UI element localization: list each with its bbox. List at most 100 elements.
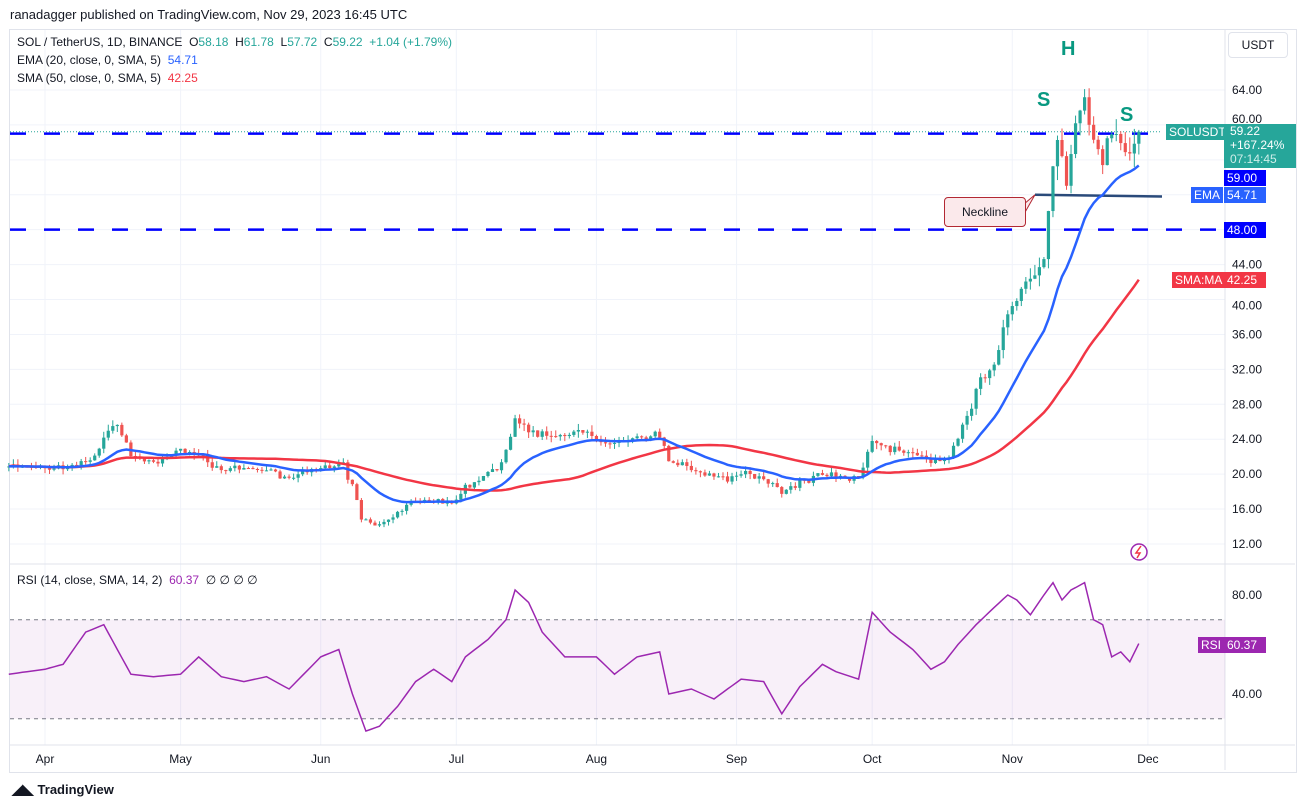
candle: [102, 437, 106, 449]
candle: [997, 350, 1001, 365]
candle: [1073, 123, 1078, 155]
candle: [246, 468, 250, 470]
candle: [1001, 327, 1005, 351]
candle: [775, 483, 779, 488]
candle: [771, 483, 775, 485]
candle: [269, 469, 273, 471]
candle: [662, 437, 666, 446]
candle: [292, 477, 296, 479]
candle: [160, 457, 165, 464]
rsi-value: 60.37: [169, 573, 200, 587]
candle: [929, 459, 933, 464]
candle: [255, 468, 260, 470]
candle: [1042, 259, 1046, 268]
candle: [1015, 300, 1019, 307]
candle: [649, 436, 653, 441]
candle: [585, 431, 589, 433]
candle: [206, 455, 210, 463]
sma-line: [8, 278, 1140, 492]
candle: [495, 469, 499, 471]
ema-legend[interactable]: EMA (20, close, 0, SMA, 5) 54.71: [17, 53, 198, 67]
candle: [753, 473, 757, 479]
time-tick: Jun: [311, 752, 330, 766]
sma-legend[interactable]: SMA (50, close, 0, SMA, 5) 42.25: [17, 71, 198, 85]
candle: [540, 431, 544, 437]
candle: [518, 418, 522, 424]
candle: [106, 430, 110, 438]
candle: [603, 442, 608, 444]
candle: [151, 460, 156, 462]
candle: [296, 474, 300, 478]
low-label: L: [280, 35, 288, 49]
candle: [545, 431, 549, 436]
candle: [725, 476, 730, 482]
ema-value: 54.71: [167, 53, 198, 67]
candle: [730, 476, 734, 482]
candle: [188, 451, 192, 453]
price-tick: 44.00: [1232, 258, 1262, 272]
candle: [1087, 97, 1091, 125]
rsi-tick: 40.00: [1232, 687, 1262, 701]
price-tick: 12.00: [1232, 537, 1262, 551]
rsi-legend[interactable]: RSI (14, close, SMA, 14, 2) 60.37 ∅ ∅ ∅ …: [17, 573, 258, 587]
candle: [707, 473, 712, 476]
candle: [282, 476, 287, 479]
candle: [640, 436, 644, 438]
candle: [490, 469, 495, 472]
close-label: C: [323, 35, 333, 49]
candle: [79, 461, 83, 466]
candle: [1010, 306, 1014, 315]
candle: [902, 450, 906, 453]
ema-label: EMA (20, close, 0, SMA, 5): [17, 53, 162, 67]
price-tick: 28.00: [1232, 397, 1262, 411]
close-value: 59.22: [332, 35, 363, 49]
candle: [915, 452, 919, 456]
last-price: 59.22: [1230, 124, 1261, 138]
candle: [93, 455, 97, 461]
currency-button[interactable]: USDT: [1228, 32, 1288, 58]
candle: [766, 479, 770, 484]
candle: [115, 424, 119, 427]
sma-label: SMA (50, close, 0, SMA, 5): [17, 71, 162, 85]
rsi-extra-values: ∅ ∅ ∅ ∅: [205, 573, 258, 587]
candle: [757, 476, 761, 479]
candle: [1060, 140, 1064, 157]
tradingview-logo[interactable]: ◢◣ TradingView: [12, 781, 114, 798]
candle: [1019, 288, 1023, 301]
candle: [920, 455, 924, 457]
candle: [608, 443, 612, 445]
candle: [368, 519, 373, 523]
candle: [84, 461, 88, 463]
candle: [829, 472, 834, 477]
candle: [328, 465, 332, 469]
candle: [346, 462, 350, 480]
candle: [531, 430, 535, 433]
candle: [66, 467, 70, 470]
sma-tag: 42.25: [1224, 272, 1266, 288]
candle: [1105, 138, 1109, 166]
candle: [1064, 156, 1069, 186]
candle: [590, 431, 594, 436]
candle: [359, 500, 363, 520]
candle: [508, 436, 513, 450]
price-tick: 60.00: [1232, 112, 1262, 126]
candle: [468, 484, 472, 488]
candle: [1101, 149, 1105, 166]
candle: [477, 480, 481, 483]
candle: [866, 451, 870, 468]
candle: [224, 470, 228, 472]
candle: [228, 468, 232, 471]
candle: [377, 524, 382, 526]
ema-tag: 54.71: [1224, 187, 1266, 203]
candle: [273, 469, 278, 472]
candle: [576, 430, 580, 432]
candle: [120, 424, 124, 436]
candle: [1083, 97, 1087, 111]
lightning-icon: [1130, 543, 1148, 561]
candle: [685, 462, 689, 466]
candle: [875, 440, 879, 444]
candle: [676, 462, 680, 466]
candle: [834, 472, 838, 479]
price-tick: 16.00: [1232, 502, 1262, 516]
